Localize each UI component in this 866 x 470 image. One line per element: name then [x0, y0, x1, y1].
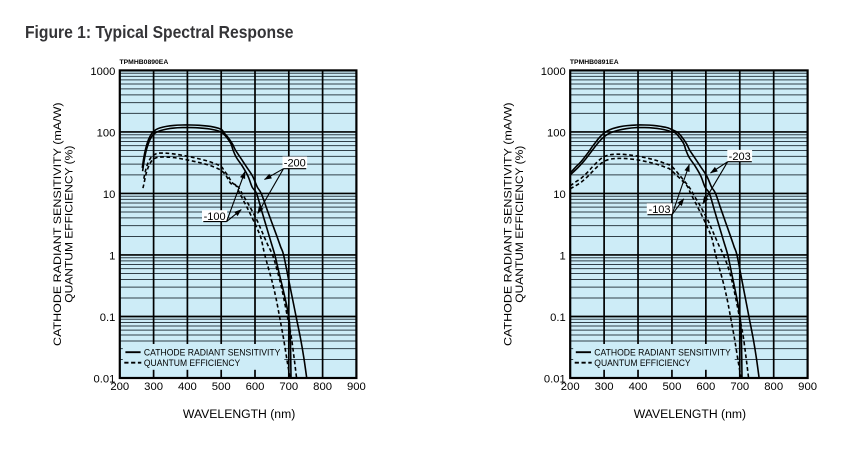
- svg-text:QUANTUM EFFICIENCY (%): QUANTUM EFFICIENCY (%): [514, 146, 526, 303]
- svg-text:800: 800: [764, 381, 783, 393]
- svg-text:900: 900: [347, 381, 366, 393]
- svg-text:-103: -103: [649, 204, 671, 216]
- svg-text:1: 1: [559, 250, 565, 262]
- svg-text:0.01: 0.01: [94, 374, 116, 386]
- svg-text:WAVELENGTH (nm): WAVELENGTH (nm): [183, 407, 295, 421]
- svg-text:QUANTUM EFFICIENCY: QUANTUM EFFICIENCY: [594, 358, 691, 369]
- svg-text:0.1: 0.1: [100, 312, 116, 324]
- svg-text:TPMHB0891EA: TPMHB0891EA: [570, 59, 619, 66]
- svg-text:1: 1: [109, 250, 115, 262]
- svg-text:500: 500: [663, 381, 682, 393]
- svg-text:-200: -200: [284, 158, 306, 170]
- svg-text:CATHODE RADIANT SENSITIVITY: CATHODE RADIANT SENSITIVITY: [594, 347, 731, 358]
- svg-text:0.01: 0.01: [544, 374, 566, 386]
- svg-text:100: 100: [97, 127, 116, 139]
- svg-text:TPMHB0890EA: TPMHB0890EA: [120, 59, 169, 66]
- svg-text:1000: 1000: [90, 66, 115, 78]
- svg-text:0.1: 0.1: [550, 312, 566, 324]
- svg-text:200: 200: [561, 381, 580, 393]
- svg-text:600: 600: [696, 381, 715, 393]
- svg-text:QUANTUM EFFICIENCY (%): QUANTUM EFFICIENCY (%): [64, 146, 76, 303]
- svg-text:700: 700: [279, 381, 298, 393]
- svg-text:400: 400: [629, 381, 648, 393]
- svg-text:900: 900: [798, 381, 817, 393]
- svg-text:1000: 1000: [541, 66, 566, 78]
- svg-text:300: 300: [595, 381, 614, 393]
- svg-text:400: 400: [178, 381, 197, 393]
- svg-text:10: 10: [553, 189, 565, 201]
- svg-text:800: 800: [313, 381, 332, 393]
- svg-text:10: 10: [103, 189, 115, 201]
- svg-text:200: 200: [110, 381, 129, 393]
- svg-text:WAVELENGTH (nm): WAVELENGTH (nm): [634, 407, 746, 421]
- svg-text:100: 100: [547, 127, 566, 139]
- svg-text:CATHODE RADIANT SENSITIVITY (m: CATHODE RADIANT SENSITIVITY (mA/W): [503, 102, 515, 345]
- svg-text:600: 600: [246, 381, 265, 393]
- svg-text:CATHODE RADIANT SENSITIVITY: CATHODE RADIANT SENSITIVITY: [144, 347, 281, 358]
- svg-text:QUANTUM EFFICIENCY: QUANTUM EFFICIENCY: [144, 358, 241, 369]
- svg-text:300: 300: [144, 381, 163, 393]
- svg-text:500: 500: [212, 381, 231, 393]
- svg-text:-203: -203: [729, 151, 751, 163]
- svg-text:Figure 1: Typical Spectral Res: Figure 1: Typical Spectral Response: [25, 22, 294, 42]
- svg-text:CATHODE RADIANT SENSITIVITY (m: CATHODE RADIANT SENSITIVITY (mA/W): [52, 102, 64, 346]
- svg-text:-100: -100: [204, 211, 226, 223]
- svg-text:700: 700: [730, 381, 749, 393]
